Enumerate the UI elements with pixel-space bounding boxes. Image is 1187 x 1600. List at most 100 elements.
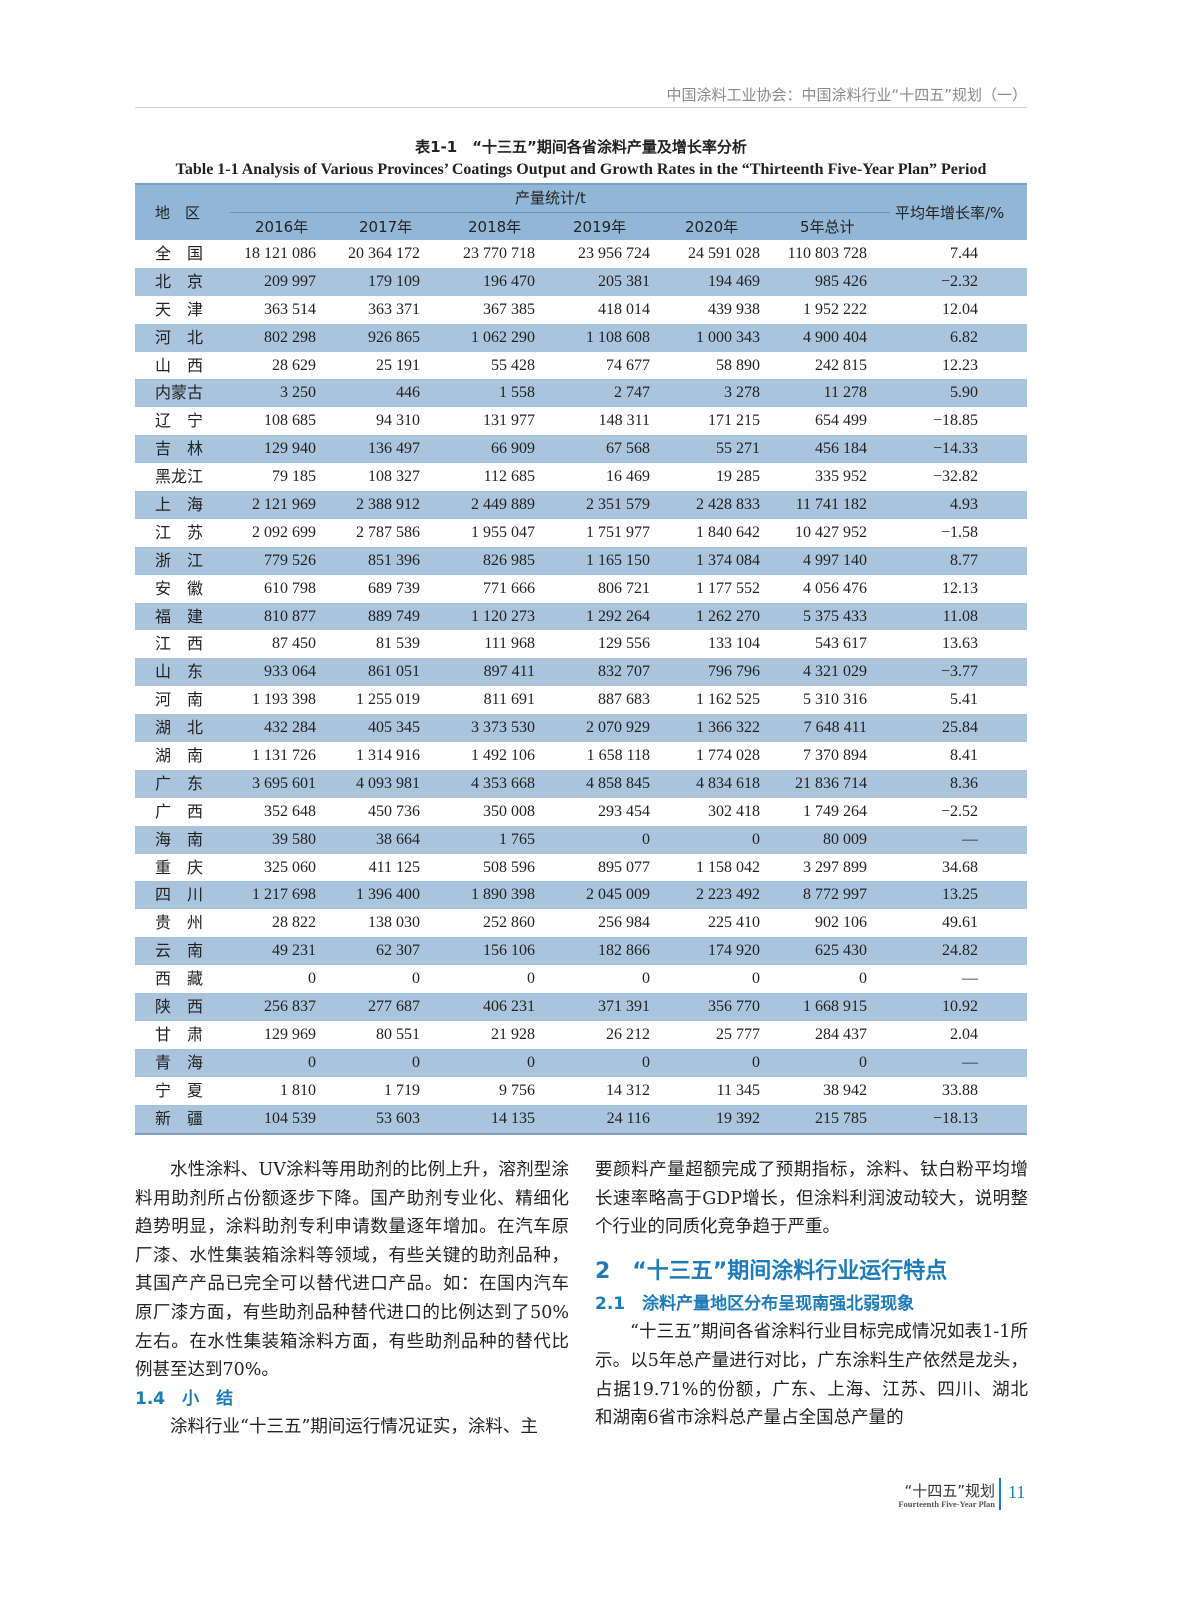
output-cell: 156 106 — [483, 942, 535, 960]
region-cell: 甘 肃 — [155, 1024, 204, 1044]
output-cell: 129 556 — [598, 635, 650, 653]
output-cell: 1 558 — [499, 384, 535, 402]
output-cell: 0 — [412, 1053, 420, 1071]
output-cell: 2 351 579 — [586, 496, 650, 514]
output-cell: 293 454 — [598, 802, 650, 820]
output-cell: 779 526 — [264, 551, 316, 569]
region-cell: 安 徽 — [155, 578, 204, 598]
section-heading-2: 2 “十三五”期间涂料行业运行特点 — [595, 1258, 948, 1284]
table-caption-cn: 表1-1 “十三五”期间各省涂料产量及增长率分析 — [415, 138, 747, 156]
output-cell: 1 162 525 — [696, 691, 760, 709]
output-cell: 112 685 — [483, 468, 535, 486]
output-cell: 0 — [859, 1053, 867, 1071]
region-cell: 吉 林 — [155, 439, 204, 459]
output-cell: 446 — [396, 384, 420, 402]
output-cell: 174 920 — [708, 942, 760, 960]
output-cell: 225 410 — [708, 914, 760, 932]
table-header: 地 区 产量统计/t 2016年 2017年 2018年 2019年 2020年… — [135, 183, 1027, 240]
growth-rate-cell: 12.13 — [942, 579, 978, 597]
growth-rate-cell: 13.63 — [942, 635, 978, 653]
table-row: 安 徽 610 798 689 739 771 666 806 721 1 177 552… — [135, 575, 1027, 603]
output-cell: 108 685 — [264, 412, 316, 430]
output-cell: 138 030 — [368, 914, 420, 932]
output-cell: 0 — [752, 970, 760, 988]
output-cell: 62 307 — [376, 942, 420, 960]
table-row: 湖 南 1 131 726 1 314 916 1 492 106 1 658 118 1… — [135, 742, 1027, 770]
output-cell: 7 648 411 — [803, 719, 867, 737]
output-cell: 80 009 — [823, 830, 867, 848]
region-cell: 全 国 — [155, 244, 204, 263]
output-cell: 39 580 — [272, 830, 316, 848]
table-row: 江 苏 2 092 699 2 787 586 1 955 047 1 751 977 1… — [135, 519, 1027, 547]
output-cell: 256 984 — [598, 914, 650, 932]
table-row: 江 西 87 450 81 539 111 968 129 556 133 104 543 … — [135, 630, 1027, 658]
table-row: 福 建 810 877 889 749 1 120 273 1 292 264 1 262… — [135, 602, 1027, 631]
output-cell: 1 108 608 — [586, 328, 650, 346]
output-cell: 1 314 916 — [356, 747, 420, 765]
output-cell: 1 292 264 — [586, 607, 650, 625]
growth-rate-cell: −1.58 — [940, 523, 978, 541]
output-cell: 4 321 029 — [803, 663, 867, 681]
region-cell: 福 建 — [155, 606, 204, 626]
output-cell: 55 428 — [491, 356, 535, 374]
output-cell: 129 940 — [264, 440, 316, 458]
growth-rate-cell: 12.23 — [942, 356, 978, 374]
region-cell: 广 东 — [155, 773, 204, 793]
output-cell: 350 008 — [483, 802, 535, 820]
growth-rate-cell: 8.36 — [950, 774, 978, 792]
output-cell: 3 695 601 — [252, 774, 316, 792]
growth-rate-cell: 4.93 — [950, 496, 978, 514]
region-cell: 四 川 — [155, 885, 204, 905]
growth-rate-cell: 11.08 — [942, 607, 978, 625]
footer-subtitle: Fourteenth Five-Year Plan — [898, 1499, 995, 1509]
region-cell: 江 西 — [155, 634, 204, 654]
output-cell: 28 822 — [272, 914, 316, 932]
table-row: 重 庆 325 060 411 125 508 596 895 077 1 158 042… — [135, 854, 1027, 882]
growth-rate-cell: −18.13 — [932, 1109, 978, 1127]
output-cell: 179 109 — [368, 272, 420, 290]
output-cell: 689 739 — [368, 579, 420, 597]
header-year: 2016年 — [255, 218, 309, 236]
region-cell: 河 北 — [155, 327, 204, 347]
output-cell: 0 — [308, 970, 316, 988]
output-cell: 24 591 028 — [688, 245, 760, 262]
region-cell: 重 庆 — [155, 857, 204, 877]
output-cell: 205 381 — [598, 272, 650, 290]
growth-rate-cell: — — [962, 1053, 978, 1071]
output-cell: 0 — [527, 970, 535, 988]
output-cell: 49 231 — [272, 942, 316, 960]
output-cell: 0 — [527, 1053, 535, 1071]
output-cell: 2 070 929 — [586, 719, 650, 737]
output-cell: 543 617 — [815, 635, 867, 653]
output-cell: 25 777 — [716, 1025, 760, 1043]
output-cell: 111 968 — [484, 635, 535, 653]
region-cell: 西 藏 — [155, 969, 204, 989]
region-cell: 山 西 — [155, 355, 204, 375]
output-cell: 3 373 530 — [471, 719, 535, 737]
output-cell: 0 — [859, 970, 867, 988]
output-cell: 38 664 — [376, 830, 420, 848]
output-cell: 610 798 — [264, 579, 316, 597]
output-cell: 21 836 714 — [795, 774, 867, 792]
output-cell: 196 470 — [483, 272, 535, 290]
growth-rate-cell: 7.44 — [950, 245, 978, 262]
output-cell: 277 687 — [368, 998, 420, 1016]
table-row: 浙 江 779 526 851 396 826 985 1 165 150 1 374 0… — [135, 546, 1027, 575]
footer-divider — [999, 1478, 1001, 1510]
table-row: 海 南 39 580 38 664 1 765 0 0 80 009 — — [135, 825, 1027, 854]
output-cell: 81 539 — [376, 635, 420, 653]
growth-rate-cell: −32.82 — [932, 468, 978, 486]
output-cell: 654 499 — [815, 412, 867, 430]
output-cell: 79 185 — [272, 468, 316, 486]
output-cell: 20 364 172 — [348, 245, 420, 262]
growth-rate-cell: −3.77 — [940, 663, 978, 681]
paragraph: 要颜料产量超额完成了预期指标，涂料、钛白粉平均增长速率略高于GDP增长，但涂料利… — [595, 1160, 1028, 1238]
output-cell: 352 648 — [264, 802, 316, 820]
output-cell: 215 785 — [815, 1109, 867, 1127]
output-cell: 4 858 845 — [586, 774, 650, 792]
output-cell: 302 418 — [708, 802, 760, 820]
output-cell: 0 — [642, 1053, 650, 1071]
header-divider — [230, 212, 890, 213]
table-row: 上 海 2 121 969 2 388 912 2 449 889 2 351 579 2… — [135, 491, 1027, 519]
output-cell: 796 796 — [708, 663, 760, 681]
